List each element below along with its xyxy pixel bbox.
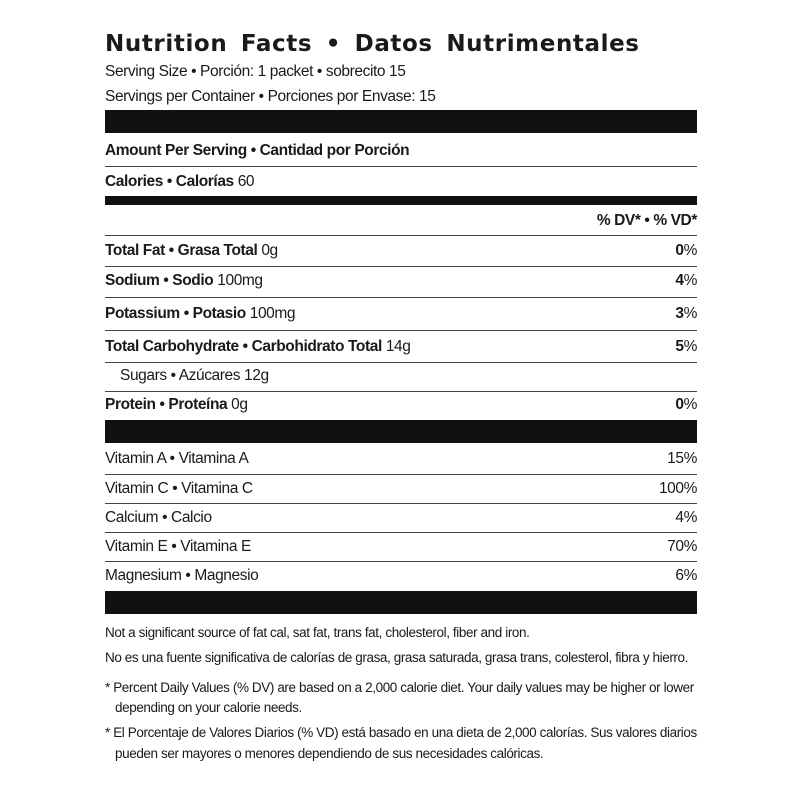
footnote: pueden ser mayores o menores dependiendo… [115,746,544,761]
divider [105,532,697,533]
divider [105,330,697,331]
vitamin-row: Magnesium • Magnesio 6% [105,566,697,586]
nutrient-row: Sodium • Sodio 100mg 4% [105,271,697,291]
vitamin-row: Calcium • Calcio 4% [105,508,697,528]
divider [105,561,697,562]
nutrient-label: Sugars • Azúcares [120,367,241,384]
vitamin-row: Vitamin E • Vitamina E 70% [105,537,697,557]
divider-bar [105,591,697,614]
nutrient-amount: 0g [231,396,248,413]
footnote: No es una fuente significativa de calorí… [105,650,688,665]
nutrient-dv-value: 4 [675,272,684,289]
nutrient-dv: 4% [675,271,697,291]
nutrient-dv-value: 3 [675,305,684,322]
vitamin-row: Vitamin A • Vitamina A 15% [105,449,697,469]
nutrient-label: Potassium • Potasio [105,305,246,322]
divider [105,391,697,392]
nutrient-dv: 0% [675,395,697,415]
nutrient-name: Sodium • Sodio 100mg [105,271,263,291]
nutrient-row: Sugars • Azúcares 12g [105,366,697,386]
serving-size: Serving Size • Porción: 1 packet • sobre… [105,63,406,80]
divider [105,474,697,475]
divider [105,166,697,167]
amount-per-serving: Amount Per Serving • Cantidad por Porció… [105,142,410,159]
nutrient-label: Protein • Proteína [105,396,228,413]
nutrient-row: Total Carbohydrate • Carbohidrato Total … [105,337,697,357]
nutrient-dv-pct: % [683,272,698,289]
divider-bar [105,110,697,133]
divider [105,235,697,236]
footnote: depending on your calorie needs. [115,700,302,715]
nutrient-dv-value: 0 [675,396,684,413]
nutrient-amount: 100mg [249,305,296,322]
vitamin-label: Magnesium • Magnesio [105,567,259,584]
nutrient-dv: 0% [675,241,697,261]
nutrient-dv: 5% [675,337,697,357]
footnote: * El Porcentaje de Valores Diarios (% VD… [105,725,697,740]
nutrient-label: Sodium • Sodio [105,272,214,289]
vitamin-dv: 6% [675,567,697,584]
nutrient-dv-pct: % [683,396,698,413]
divider [105,297,697,298]
vitamin-dv: 4% [675,509,697,526]
nutrient-dv: 3% [675,304,697,324]
nutrient-name: Total Carbohydrate • Carbohidrato Total … [105,337,411,357]
vitamin-label: Vitamin C • Vitamina C [105,480,253,497]
nutrient-label: Total Fat • Grasa Total [105,242,258,259]
nutrient-amount: 0g [261,242,278,259]
nutrient-amount: 12g [244,367,269,384]
calories-label: Calories • Calorías [105,173,234,190]
vitamin-label: Vitamin E • Vitamina E [105,538,251,555]
vitamin-row: Vitamin C • Vitamina C 100% [105,479,697,499]
nutrient-dv-pct: % [683,305,698,322]
nutrient-name: Sugars • Azúcares 12g [120,366,269,386]
footnote: Not a significant source of fat cal, sat… [105,625,530,640]
nutrient-name: Total Fat • Grasa Total 0g [105,241,278,261]
nutrient-label: Total Carbohydrate • Carbohidrato Total [105,338,382,355]
label-title: Nutrition Facts • Datos Nutrimentales [105,31,640,57]
dv-header-text: % DV* • % VD* [596,212,698,229]
nutrient-amount: 14g [385,338,411,355]
nutrient-dv-pct: % [683,338,698,355]
nutrient-row: Total Fat • Grasa Total 0g 0% [105,241,697,261]
calories-row: Calories • Calorías 60 [105,172,697,192]
vitamin-dv: 70% [667,538,697,555]
divider-bar [105,196,697,205]
nutrient-row: Potassium • Potasio 100mg 3% [105,304,697,324]
nutrient-name: Protein • Proteína 0g [105,395,248,415]
divider [105,503,697,504]
nutrient-dv-pct: % [683,242,698,259]
nutrient-row: Protein • Proteína 0g 0% [105,395,697,415]
calories-value: 60 [237,173,255,190]
divider [105,362,697,363]
vitamin-dv: 15% [667,450,697,467]
vitamin-label: Calcium • Calcio [105,509,212,526]
nutrient-dv-value: 5 [675,338,684,355]
dv-header: % DV* • % VD* [105,211,698,231]
nutrient-dv-value: 0 [675,242,684,259]
nutrient-name: Potassium • Potasio 100mg [105,304,296,324]
footnote: * Percent Daily Values (% DV) are based … [105,680,694,695]
nutrient-amount: 100mg [217,272,263,289]
divider-bar [105,420,697,443]
servings-per-container: Servings per Container • Porciones por E… [105,88,436,105]
vitamin-label: Vitamin A • Vitamina A [105,450,249,467]
divider [105,266,697,267]
vitamin-dv: 100% [658,480,697,497]
